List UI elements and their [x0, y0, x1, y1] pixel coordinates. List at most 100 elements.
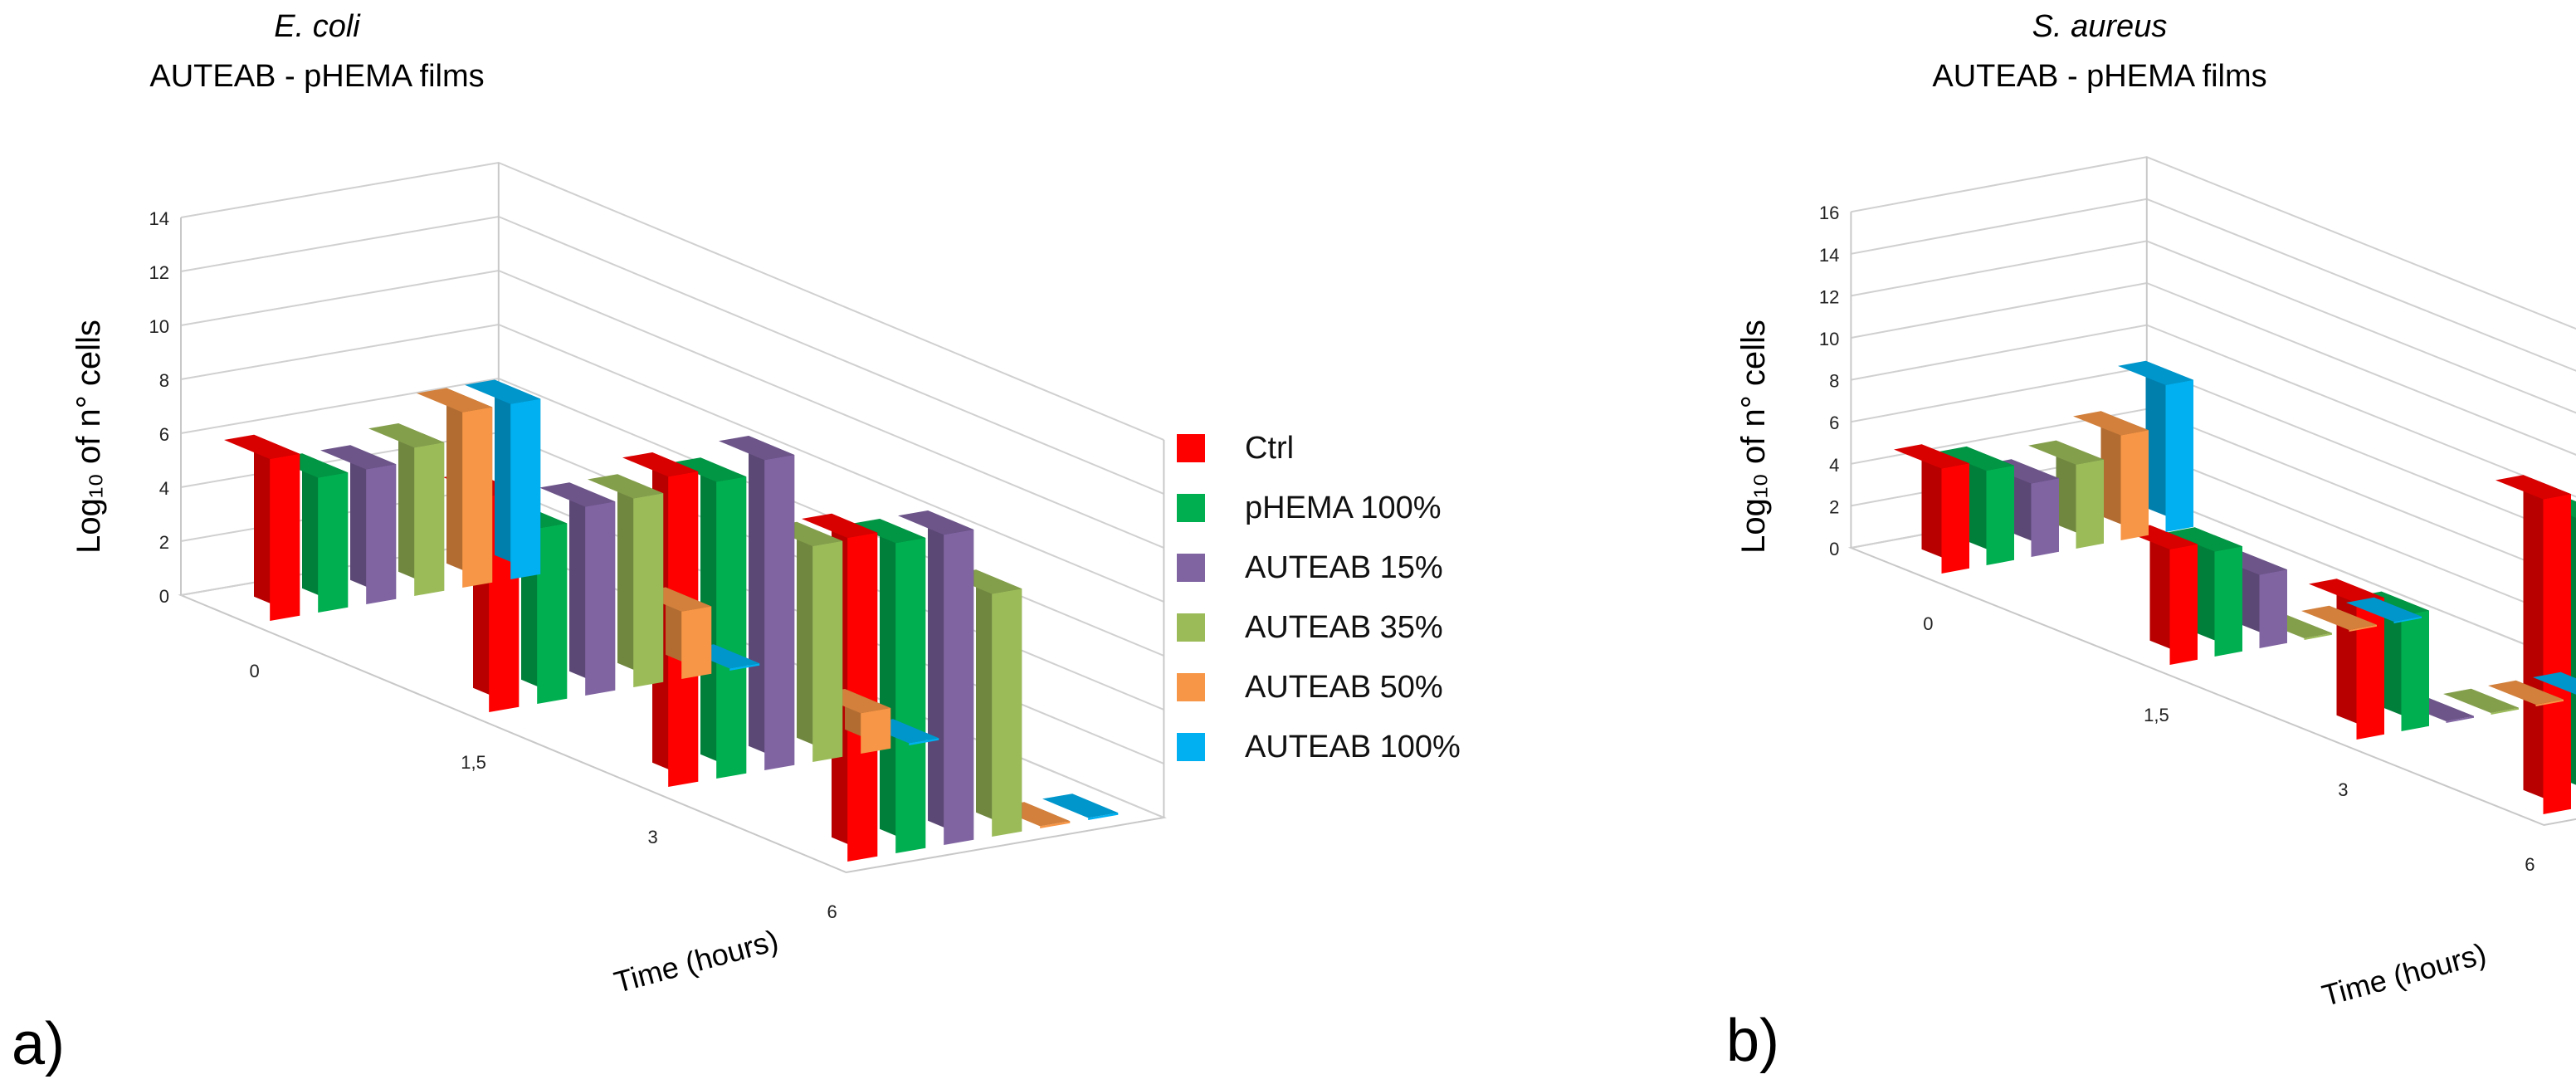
panel-a-organism: E. coli	[274, 9, 361, 44]
bar-top	[417, 388, 493, 413]
bar-front	[2214, 546, 2242, 657]
bar	[465, 379, 541, 579]
panel-b-bars	[1894, 360, 2576, 814]
y-tick-label: 2	[1829, 496, 1839, 517]
bar-top	[539, 482, 616, 507]
bar-front	[2491, 707, 2519, 715]
bar	[2346, 597, 2422, 623]
bar-front	[1986, 465, 2014, 565]
bar-top	[368, 423, 445, 448]
bar	[1939, 446, 2014, 565]
legend-item: AUTEAB 15%	[1177, 538, 1461, 598]
y-tick-label: 6	[1829, 413, 1839, 433]
panel-b-y-ticks: 0 2 4 6 8 10 12 14 16	[1819, 203, 1839, 559]
bar-front	[2401, 610, 2429, 731]
y-tick-label: 8	[159, 370, 169, 391]
bar-top	[2443, 688, 2519, 713]
bar-top	[719, 436, 795, 461]
legend-swatch	[1177, 494, 1205, 522]
bar	[588, 474, 664, 687]
bar-top	[320, 445, 397, 470]
bar	[2118, 360, 2193, 532]
bar-front	[2446, 715, 2474, 723]
bar-front	[764, 455, 795, 770]
bar-front	[2543, 494, 2571, 814]
bar	[224, 434, 300, 621]
bar-front	[414, 442, 445, 596]
y-tick-label: 0	[1829, 539, 1839, 559]
y-tick-label: 10	[149, 316, 169, 337]
bar	[2533, 671, 2576, 695]
bar-front	[861, 708, 891, 754]
legend-label: AUTEAB 35%	[1245, 609, 1443, 645]
x-tick-label: 3	[2338, 779, 2348, 800]
legend-swatch	[1177, 733, 1205, 761]
bar-front	[1941, 463, 1969, 574]
bar-front	[2165, 379, 2193, 532]
legend-item: pHEMA 100%	[1177, 478, 1461, 538]
bar-top	[850, 519, 926, 544]
x-tick-label: 6	[827, 901, 837, 922]
bar	[2122, 525, 2198, 665]
gridline	[180, 161, 1164, 441]
bar-top	[2301, 605, 2377, 630]
bar-top	[2073, 411, 2149, 436]
bar-top	[2309, 579, 2384, 603]
bar-top	[671, 457, 747, 482]
legend-item: AUTEAB 50%	[1177, 657, 1461, 717]
panel-a-ylabel: Log₁₀ of n° cells	[71, 320, 107, 554]
bar	[417, 388, 493, 588]
bar-front	[537, 523, 568, 704]
panel-a-y-ticks: 0 2 4 6 8 10 12 14	[149, 208, 169, 607]
bar	[2028, 440, 2104, 549]
bar-front	[944, 530, 974, 845]
panel-a-label: a)	[12, 1011, 65, 1077]
legend-swatch	[1177, 434, 1205, 462]
bar-front	[812, 540, 843, 762]
bar-front	[2535, 699, 2564, 706]
bar-front	[909, 738, 939, 745]
legend-label: pHEMA 100%	[1245, 490, 1442, 525]
bar	[368, 423, 445, 596]
bar-front	[1088, 813, 1119, 820]
bar-front	[633, 493, 664, 687]
legend-label: AUTEAB 50%	[1245, 669, 1443, 705]
bar-front	[2356, 598, 2384, 740]
bar	[898, 510, 974, 845]
bar	[636, 587, 712, 679]
x-tick-label: 1,5	[2144, 705, 2169, 725]
y-tick-label: 2	[159, 532, 169, 553]
bar-top	[588, 474, 664, 499]
x-tick-label: 0	[249, 661, 259, 681]
bar-top	[2533, 671, 2576, 695]
bar	[2443, 688, 2519, 715]
bar	[767, 521, 843, 762]
panel-a-xlabel: Time (hours)	[611, 923, 782, 999]
legend-label: AUTEAB 15%	[1245, 549, 1443, 585]
bar-front	[2393, 616, 2422, 623]
bar	[2073, 411, 2149, 540]
bar	[2167, 527, 2242, 657]
panel-b-label: b)	[1726, 1008, 1779, 1074]
x-tick-label: 1,5	[461, 752, 486, 773]
panel-b-organism: S. aureus	[2032, 9, 2168, 44]
legend-swatch	[1177, 613, 1205, 642]
bar-front	[2349, 624, 2377, 632]
bar-front	[270, 453, 300, 621]
bar-top	[2488, 680, 2564, 705]
panel-saureus: S. aureus AUTEAB - pHEMA films 0 2 4 6 8 10 12…	[1726, 9, 2576, 1074]
panel-b-xlabel: Time (hours)	[2319, 936, 2490, 1013]
y-tick-label: 0	[159, 586, 169, 607]
y-tick-label: 4	[159, 478, 169, 499]
bar	[2301, 605, 2377, 632]
y-tick-label: 6	[159, 424, 169, 445]
bar-top	[622, 452, 699, 477]
bar	[1042, 794, 1119, 820]
panel-b-ylabel: Log₁₀ of n° cells	[1735, 320, 1772, 554]
x-tick-label: 3	[647, 827, 657, 847]
bar-front	[585, 501, 616, 696]
bar	[2496, 475, 2571, 814]
bar-top	[2167, 527, 2242, 552]
bar-top	[1894, 444, 1969, 469]
bar-top	[224, 434, 300, 459]
